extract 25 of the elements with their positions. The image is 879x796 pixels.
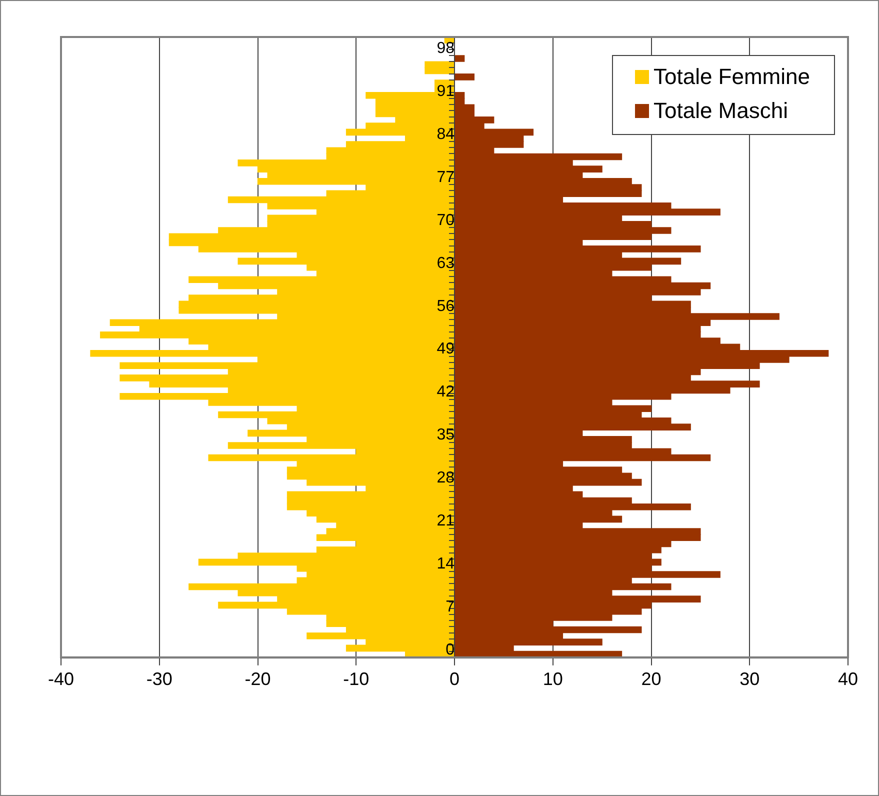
legend-label: Totale Maschi (653, 97, 788, 125)
x-tick-label: 40 (838, 669, 858, 690)
y-tick-label: 70 (436, 212, 455, 229)
x-tick-label: 10 (542, 669, 563, 690)
y-tick-label: 35 (436, 426, 455, 444)
x-tick-label: -30 (146, 669, 172, 690)
y-tick-label: 49 (436, 340, 455, 358)
y-tick-label: 91 (436, 82, 455, 100)
x-tick-label: -20 (244, 669, 271, 690)
legend-label: Totale Femmine (653, 63, 810, 91)
y-tick-label: 63 (436, 254, 455, 272)
y-tick-label: 77 (436, 168, 455, 186)
x-tick-label: 20 (641, 669, 662, 690)
y-tick-label: 14 (436, 556, 455, 573)
bar (454, 55, 465, 62)
y-tick-label: 21 (436, 512, 455, 530)
y-tick-label: 98 (436, 40, 455, 57)
x-tick-label: 30 (740, 669, 760, 690)
y-tick-label: 84 (436, 126, 455, 143)
y-tick-label: 56 (436, 298, 455, 315)
x-tick-label: -10 (343, 669, 370, 690)
y-tick-label: 28 (436, 470, 455, 487)
bar (454, 74, 475, 80)
x-tick-label: -40 (48, 669, 74, 690)
y-tick-label: 42 (436, 384, 455, 401)
